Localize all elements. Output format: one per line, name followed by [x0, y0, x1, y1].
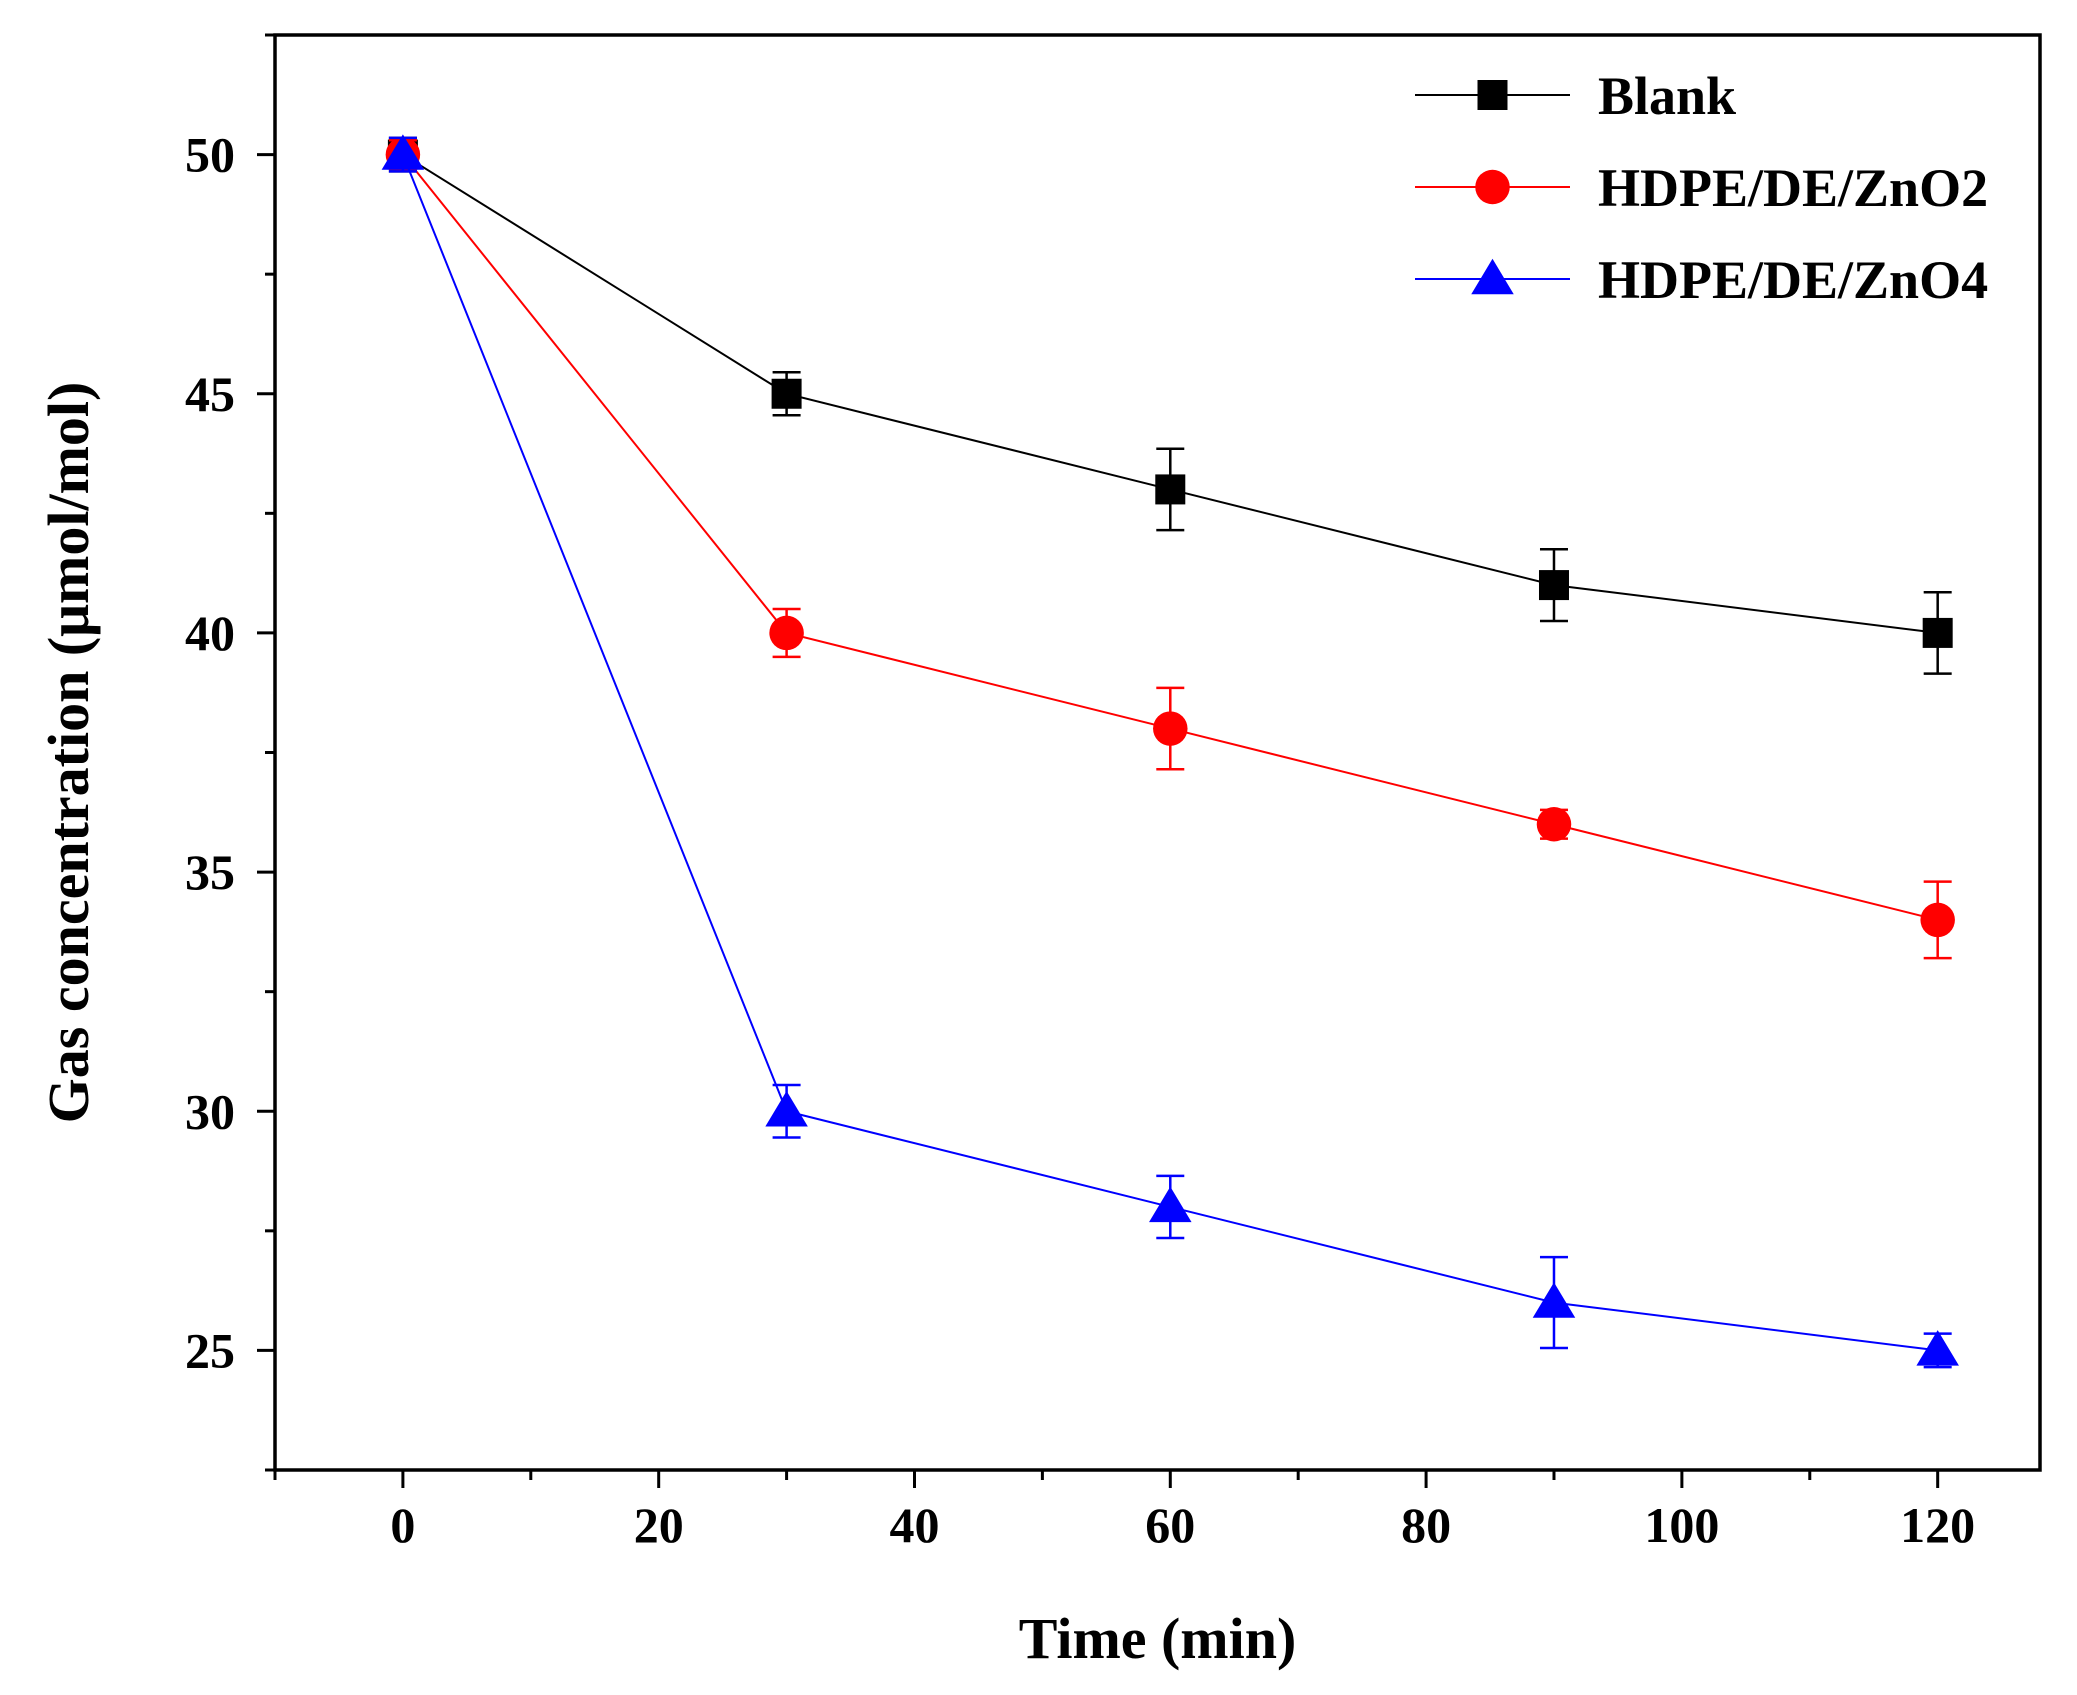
legend-label-hdpe-de-zno2: HDPE/DE/ZnO2 — [1598, 158, 1988, 218]
y-tick-label: 25 — [185, 1322, 235, 1378]
legend-marker-blank — [1477, 80, 1508, 110]
data-point-hdpe-de-zno4 — [381, 134, 425, 170]
x-tick-label: 20 — [634, 1497, 684, 1553]
y-tick-label: 40 — [185, 605, 235, 661]
legend-label-blank: Blank — [1598, 66, 1736, 126]
x-tick-label: 40 — [889, 1497, 939, 1553]
x-tick-label: 0 — [390, 1497, 415, 1553]
data-point-blank — [1155, 474, 1186, 505]
data-point-blank — [1922, 617, 1953, 648]
series-hdpe-de-zno4 — [381, 134, 1959, 1369]
y-tick-label: 50 — [185, 127, 235, 183]
legend-marker-hdpe-de-zno2 — [1475, 169, 1510, 205]
y-tick-label: 30 — [185, 1083, 235, 1139]
x-tick-label: 120 — [1900, 1497, 1975, 1553]
x-tick-label: 60 — [1145, 1497, 1195, 1553]
series-group — [381, 134, 1959, 1369]
data-point-hdpe-de-zno4 — [1916, 1330, 1959, 1366]
y-tick-label: 35 — [185, 844, 235, 900]
legend-marker-hdpe-de-zno4 — [1471, 258, 1514, 295]
axis-ticks: 0 20 40 60 80 100 120 25 30 35 40 45 50 — [185, 33, 1975, 1553]
data-point-hdpe-de-zno2 — [1920, 902, 1955, 938]
x-tick-label: 80 — [1401, 1497, 1451, 1553]
x-tick-label: 100 — [1644, 1497, 1719, 1553]
x-axis-title: Time (min) — [1019, 1606, 1297, 1671]
data-point-hdpe-de-zno4 — [1149, 1186, 1192, 1223]
legend: Blank HDPE/DE/ZnO2 HDPE/DE/ZnO4 — [1415, 66, 1988, 310]
data-point-blank — [1538, 570, 1569, 601]
data-point-hdpe-de-zno2 — [1536, 807, 1572, 842]
y-axis-title: Gas concentration (μmol/mol) — [36, 382, 101, 1124]
data-point-blank — [771, 378, 802, 409]
legend-label-hdpe-de-zno4: HDPE/DE/ZnO4 — [1598, 250, 1988, 310]
data-point-hdpe-de-zno2 — [1153, 711, 1188, 746]
y-tick-label: 45 — [185, 366, 235, 422]
data-point-hdpe-de-zno4 — [765, 1091, 808, 1127]
data-point-hdpe-de-zno2 — [769, 615, 804, 651]
data-point-hdpe-de-zno4 — [1532, 1282, 1576, 1318]
